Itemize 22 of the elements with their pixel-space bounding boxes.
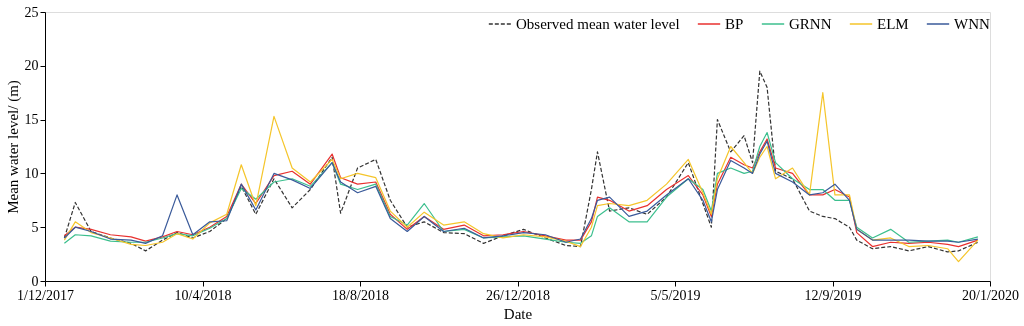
x-tick-label: 1/12/2017	[17, 287, 74, 303]
y-tick-label: 0	[31, 273, 39, 289]
x-axis-title: Date	[503, 305, 533, 322]
y-tick-label: 5	[31, 219, 39, 235]
x-tick-label: 18/8/2018	[332, 287, 389, 303]
x-tick-label: 12/9/2019	[804, 287, 862, 303]
x-tick-label: 20/1/2020	[962, 287, 1019, 303]
legend-label: GRNN	[789, 16, 832, 32]
line-series	[63, 70, 979, 253]
y-tick-label: 15	[24, 112, 39, 128]
x-tick-label: 10/4/2018	[174, 287, 232, 303]
line-series	[63, 92, 979, 263]
legend-label: WNN	[954, 16, 990, 32]
x-tick-label: 5/5/2019	[650, 287, 701, 303]
y-tick-label: 20	[24, 58, 39, 74]
y-tick-label: 10	[24, 165, 39, 181]
legend-label: BP	[725, 16, 744, 32]
y-axis-title: Mean water level/ (m)	[4, 80, 22, 214]
x-tick-label: 26/12/2018	[486, 287, 550, 303]
legend-label: Observed mean water level	[516, 16, 680, 32]
legend-label: ELM	[877, 16, 909, 32]
y-tick-label: 25	[24, 4, 39, 20]
